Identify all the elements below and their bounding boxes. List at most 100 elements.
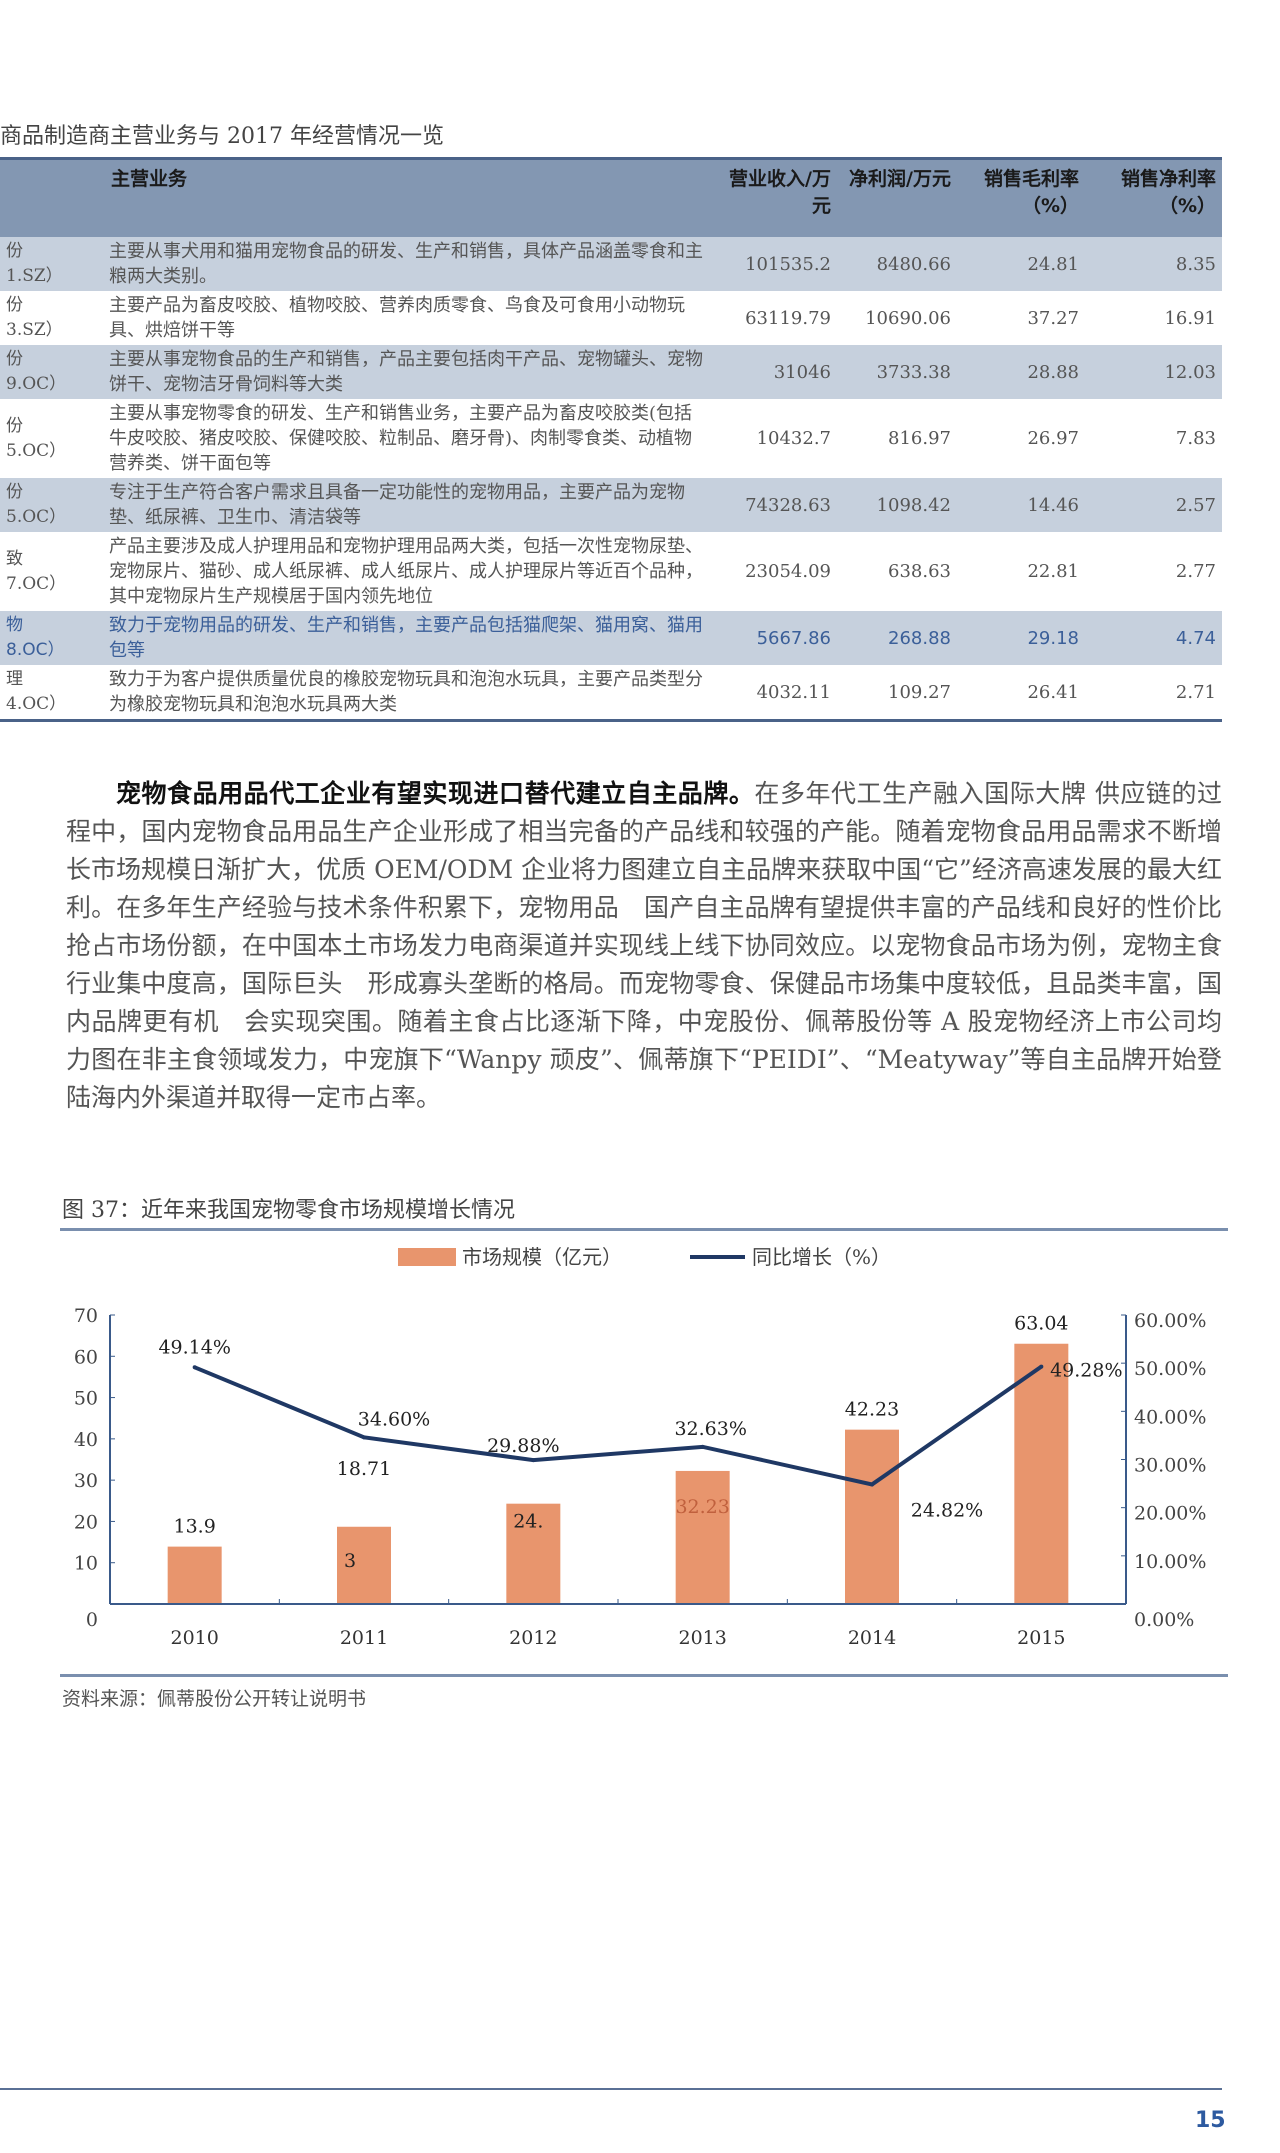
paragraph-body: 在多年代工生产融入国际大牌 供应链的过程中，国内宠物食品用品生产企业形成了相当完… bbox=[66, 779, 1222, 1112]
cell-net: 2.71 bbox=[1085, 665, 1222, 722]
right-tick-label: 10.00% bbox=[1134, 1551, 1206, 1573]
cell-net: 7.83 bbox=[1175, 428, 1216, 449]
cell-business: 主要从事宠物零食的研发、生产和销售业务，主要产品为畜皮咬胶类(包括牛皮咬胶、猪皮… bbox=[109, 403, 693, 474]
table-row: 致 7.OC） 产品主要涉及成人护理用品和宠物护理用品两大类，包括一次性宠物尿垫、… bbox=[0, 532, 1222, 611]
legend-bar-swatch bbox=[398, 1248, 456, 1266]
bar-label: 63.04 bbox=[1014, 1313, 1068, 1335]
x-tick-label: 2012 bbox=[509, 1627, 557, 1649]
cell-revenue: 31046 bbox=[715, 345, 837, 399]
growth-point-2012 bbox=[531, 1458, 536, 1463]
cell-gross: 14.46 bbox=[957, 478, 1085, 532]
growth-point-2011 bbox=[362, 1435, 366, 1440]
line-label: 49.28% bbox=[1050, 1360, 1122, 1382]
cell-revenue: 74328.63 bbox=[715, 478, 837, 532]
left-tick-label: 0 bbox=[86, 1609, 98, 1631]
line-label: 34.60% bbox=[358, 1408, 430, 1430]
cell-company: 份 9.OC） bbox=[0, 345, 103, 399]
page-number: 15 bbox=[1195, 2108, 1226, 2133]
line-label: 24.82% bbox=[911, 1499, 983, 1521]
growth-point-2013 bbox=[700, 1444, 705, 1449]
right-tick-label: 0.00% bbox=[1134, 1609, 1194, 1631]
bar-2015 bbox=[1014, 1343, 1069, 1604]
table-row: 份 5.OC） 主要从事宠物零食的研发、生产和销售业务，主要产品为畜皮咬胶类(包括… bbox=[0, 399, 1222, 478]
footer-rule bbox=[0, 2088, 1222, 2090]
line-label: 32.63% bbox=[674, 1418, 746, 1440]
cell-profit: 8480.66 bbox=[837, 237, 957, 291]
table-header: 主营业务 营业收入/万元 净利润/万元 销售毛利率（%） 销售净利率（%） bbox=[0, 157, 1222, 237]
figure-bottom-rule bbox=[60, 1674, 1228, 1677]
table-row: 份 3.SZ） 主要产品为畜皮咬胶、植物咬胶、营养肉质零食、鸟食及可食用小动物玩具… bbox=[0, 291, 1222, 345]
cell-profit: 638.63 bbox=[888, 561, 951, 582]
bar-2011 bbox=[337, 1526, 391, 1604]
cell-business: 主要从事宠物食品的生产和销售，产品主要包括肉干产品、宠物罐头、宠物饼干、宠物洁牙… bbox=[103, 345, 715, 399]
cell-business: 致力于为客户提供质量优良的橡胶宠物玩具和泡泡水玩具，主要产品类型分为橡胶宠物玩具… bbox=[103, 665, 715, 722]
cell-profit: 109.27 bbox=[837, 665, 957, 722]
left-tick-label: 70 bbox=[74, 1305, 98, 1327]
left-tick-label: 30 bbox=[74, 1470, 98, 1492]
left-tick-label: 60 bbox=[74, 1346, 98, 1368]
cell-revenue: 23054.09 bbox=[745, 561, 831, 582]
x-tick-label: 2014 bbox=[848, 1627, 896, 1649]
body-paragraph: 宠物食品用品代工企业有望实现进口替代建立自主品牌。在多年代工生产融入国际大牌 供… bbox=[66, 775, 1222, 1117]
left-tick-label: 10 bbox=[74, 1553, 98, 1575]
x-tick-label: 2010 bbox=[170, 1627, 218, 1649]
cell-net: 2.77 bbox=[1175, 561, 1216, 582]
cell-gross: 28.88 bbox=[957, 345, 1085, 399]
cell-profit: 1098.42 bbox=[837, 478, 957, 532]
cell-net: 4.74 bbox=[1085, 611, 1222, 665]
cell-company: 物 8.OC） bbox=[0, 611, 103, 665]
figure-caption: 图 37：近年来我国宠物零食市场规模增长情况 bbox=[62, 1198, 515, 1223]
column-header bbox=[0, 157, 103, 237]
table-caption: 商品制造商主营业务与 2017 年经营情况一览 bbox=[0, 124, 444, 149]
cell-profit: 268.88 bbox=[837, 611, 957, 665]
cell-gross: 26.97 bbox=[1027, 428, 1079, 449]
x-tick-label: 2013 bbox=[678, 1627, 726, 1649]
bar-label: 24. bbox=[513, 1511, 543, 1533]
table-row: 物 8.OC） 致力于宠物用品的研发、生产和销售，主要产品包括猫爬架、猫用窝、猫用… bbox=[0, 611, 1222, 665]
column-header: 销售毛利率（%） bbox=[957, 157, 1085, 237]
cell-net: 8.35 bbox=[1085, 237, 1222, 291]
column-header: 净利润/万元 bbox=[837, 157, 957, 237]
right-tick-label: 20.00% bbox=[1134, 1503, 1206, 1525]
table-row: 份 1.SZ） 主要从事犬用和猫用宠物食品的研发、生产和销售，具体产品涵盖零食和主… bbox=[0, 237, 1222, 291]
bar-label: 32.23 bbox=[675, 1496, 729, 1518]
bar-label: 13.9 bbox=[174, 1516, 216, 1538]
cell-profit: 10690.06 bbox=[865, 307, 951, 329]
cell-company: 致 7.OC） bbox=[6, 548, 67, 594]
column-header: 销售净利率（%） bbox=[1085, 157, 1222, 237]
growth-point-2014 bbox=[870, 1482, 874, 1487]
cell-profit: 3733.38 bbox=[837, 345, 957, 399]
figure-top-rule bbox=[60, 1228, 1228, 1231]
cell-business: 产品主要涉及成人护理用品和宠物护理用品两大类，包括一次性宠物尿垫、宠物尿片、猫砂… bbox=[109, 536, 703, 607]
line-label: 49.14% bbox=[158, 1336, 230, 1358]
cell-company: 份 3.SZ） bbox=[6, 295, 63, 340]
bar-label: 18.71 bbox=[337, 1458, 391, 1480]
legend-line-label: 同比增长（%） bbox=[752, 1245, 891, 1269]
cell-gross: 37.27 bbox=[1027, 307, 1079, 329]
growth-point-2015 bbox=[1039, 1364, 1044, 1369]
bar-2013 bbox=[675, 1470, 730, 1604]
cell-net: 16.91 bbox=[1164, 307, 1216, 329]
stray-label: 3 bbox=[344, 1550, 356, 1572]
bar-label: 42.23 bbox=[845, 1399, 899, 1421]
cell-gross: 29.18 bbox=[957, 611, 1085, 665]
column-header: 主营业务 bbox=[103, 157, 715, 237]
right-tick-label: 30.00% bbox=[1134, 1455, 1206, 1477]
bar-2012 bbox=[506, 1503, 561, 1604]
cell-company: 份 5.OC） bbox=[0, 478, 103, 532]
right-tick-label: 60.00% bbox=[1134, 1310, 1206, 1332]
cell-profit: 816.97 bbox=[888, 428, 951, 449]
line-label: 29.88% bbox=[487, 1435, 559, 1457]
company-table: 主营业务 营业收入/万元 净利润/万元 销售毛利率（%） 销售净利率（%） 份 1.SZ… bbox=[0, 157, 1222, 722]
cell-gross: 26.41 bbox=[957, 665, 1085, 722]
paragraph-lead: 宠物食品用品代工企业有望实现进口替代建立自主品牌。 bbox=[116, 779, 755, 808]
table-row: 理 4.OC） 致力于为客户提供质量优良的橡胶宠物玩具和泡泡水玩具，主要产品类型分… bbox=[0, 665, 1222, 722]
cell-revenue: 63119.79 bbox=[745, 307, 831, 329]
legend-bar-label: 市场规模（亿元） bbox=[462, 1245, 622, 1269]
bar-2014 bbox=[845, 1429, 899, 1604]
cell-net: 2.57 bbox=[1085, 478, 1222, 532]
table-row: 份 9.OC） 主要从事宠物食品的生产和销售，产品主要包括肉干产品、宠物罐头、宠物… bbox=[0, 345, 1222, 399]
x-tick-label: 2011 bbox=[340, 1627, 388, 1649]
cell-business: 主要从事犬用和猫用宠物食品的研发、生产和销售，具体产品涵盖零食和主粮两大类别。 bbox=[103, 237, 715, 291]
cell-business: 致力于宠物用品的研发、生产和销售，主要产品包括猫爬架、猫用窝、猫用包等 bbox=[103, 611, 715, 665]
